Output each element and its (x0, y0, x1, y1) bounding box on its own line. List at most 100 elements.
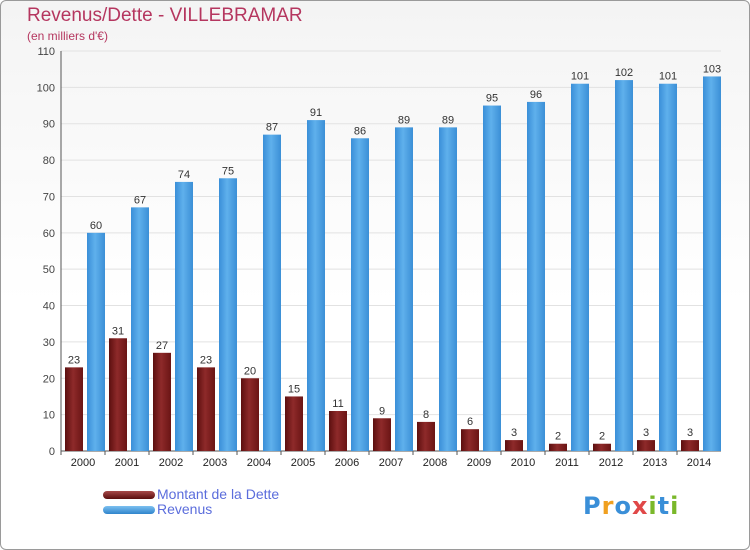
bar-revenus (307, 120, 325, 451)
x-tick-label: 2006 (335, 457, 359, 469)
bar-revenus (483, 105, 501, 451)
data-label: 6 (467, 416, 473, 428)
bar-revenus (659, 83, 677, 452)
data-label: 95 (486, 93, 498, 105)
bar-dette (461, 429, 479, 451)
bar-revenus (351, 138, 369, 452)
x-tick-label: 2007 (379, 457, 403, 469)
bar-dette (505, 440, 523, 451)
data-label: 96 (530, 89, 542, 101)
data-label: 3 (511, 427, 517, 439)
x-tick-label: 2005 (291, 457, 315, 469)
data-label: 87 (266, 122, 278, 134)
data-label: 101 (659, 71, 677, 83)
data-label: 31 (112, 325, 124, 337)
bar-chart: 0102030405060708090100110200023602001316… (37, 46, 722, 469)
x-tick-label: 2014 (687, 457, 711, 469)
y-tick-label: 10 (43, 410, 55, 422)
bar-dette (681, 440, 699, 451)
data-label: 89 (398, 114, 410, 126)
legend-label-dette: Montant de la Dette (157, 486, 280, 502)
bar-revenus (527, 101, 545, 451)
data-label: 101 (571, 71, 589, 83)
data-label: 74 (178, 169, 190, 181)
bar-dette (637, 440, 655, 451)
y-tick-label: 90 (43, 119, 55, 131)
chart-subtitle: (en milliers d'€) (27, 29, 108, 43)
data-label: 27 (156, 340, 168, 352)
y-tick-label: 20 (43, 373, 55, 385)
logo-letter: i (670, 492, 680, 520)
y-tick-label: 30 (43, 337, 55, 349)
y-tick-label: 50 (43, 264, 55, 276)
bar-dette (197, 367, 215, 451)
proxiti-logo: Proxiti (583, 492, 679, 520)
x-tick-label: 2010 (511, 457, 535, 469)
y-tick-label: 0 (49, 446, 55, 458)
bar-revenus (131, 207, 149, 451)
bar-revenus (175, 181, 193, 451)
data-label: 75 (222, 165, 234, 177)
bar-revenus (219, 178, 237, 452)
data-label: 3 (643, 427, 649, 439)
bar-revenus (395, 127, 413, 451)
data-label: 23 (68, 354, 80, 366)
data-label: 89 (442, 114, 454, 126)
data-label: 9 (379, 405, 385, 417)
bar-revenus (571, 83, 589, 452)
y-tick-label: 80 (43, 155, 55, 167)
legend-label-revenus: Revenus (157, 501, 213, 517)
y-tick-label: 60 (43, 228, 55, 240)
logo-letter: i (648, 492, 658, 520)
data-label: 11 (332, 398, 343, 410)
y-tick-label: 70 (43, 191, 55, 203)
data-label: 2 (599, 431, 605, 443)
x-tick-label: 2009 (467, 457, 491, 469)
logo-letter: t (657, 492, 671, 520)
x-tick-label: 2012 (599, 457, 623, 469)
bar-dette (593, 443, 611, 451)
data-label: 67 (134, 194, 146, 206)
bar-dette (153, 352, 171, 451)
data-label: 20 (244, 365, 256, 377)
y-tick-label: 110 (37, 46, 55, 58)
x-tick-label: 2011 (555, 457, 579, 469)
data-label: 91 (310, 107, 322, 119)
data-label: 103 (703, 63, 721, 75)
x-tick-label: 2013 (643, 457, 667, 469)
bar-dette (285, 396, 303, 451)
x-tick-label: 2004 (247, 457, 271, 469)
bar-dette (549, 443, 567, 451)
legend-swatch-revenus (103, 506, 155, 514)
logo-letter: P (583, 492, 602, 520)
logo-letter: r (601, 492, 615, 520)
x-tick-label: 2000 (71, 457, 95, 469)
y-tick-label: 40 (43, 301, 55, 313)
bar-dette (241, 378, 259, 451)
data-label: 60 (90, 220, 102, 232)
data-label: 2 (555, 431, 561, 443)
bar-dette (109, 338, 127, 451)
bar-dette (417, 421, 435, 451)
bar-revenus (87, 232, 105, 451)
logo-letter: o (614, 492, 632, 520)
bar-revenus (439, 127, 457, 451)
bar-dette (65, 367, 83, 451)
bar-revenus (703, 76, 721, 452)
y-tick-label: 100 (37, 82, 55, 94)
data-label: 23 (200, 354, 212, 366)
x-tick-label: 2008 (423, 457, 447, 469)
bar-dette (329, 411, 347, 451)
data-label: 15 (288, 383, 300, 395)
legend-swatch-dette (103, 491, 155, 499)
data-label: 8 (423, 409, 429, 421)
x-tick-label: 2003 (203, 457, 227, 469)
x-tick-label: 2002 (159, 457, 183, 469)
bar-dette (373, 418, 391, 451)
data-label: 102 (615, 67, 633, 79)
logo-letter: x (631, 492, 649, 520)
bar-revenus (263, 134, 281, 452)
bar-revenus (615, 80, 633, 451)
data-label: 3 (687, 427, 693, 439)
